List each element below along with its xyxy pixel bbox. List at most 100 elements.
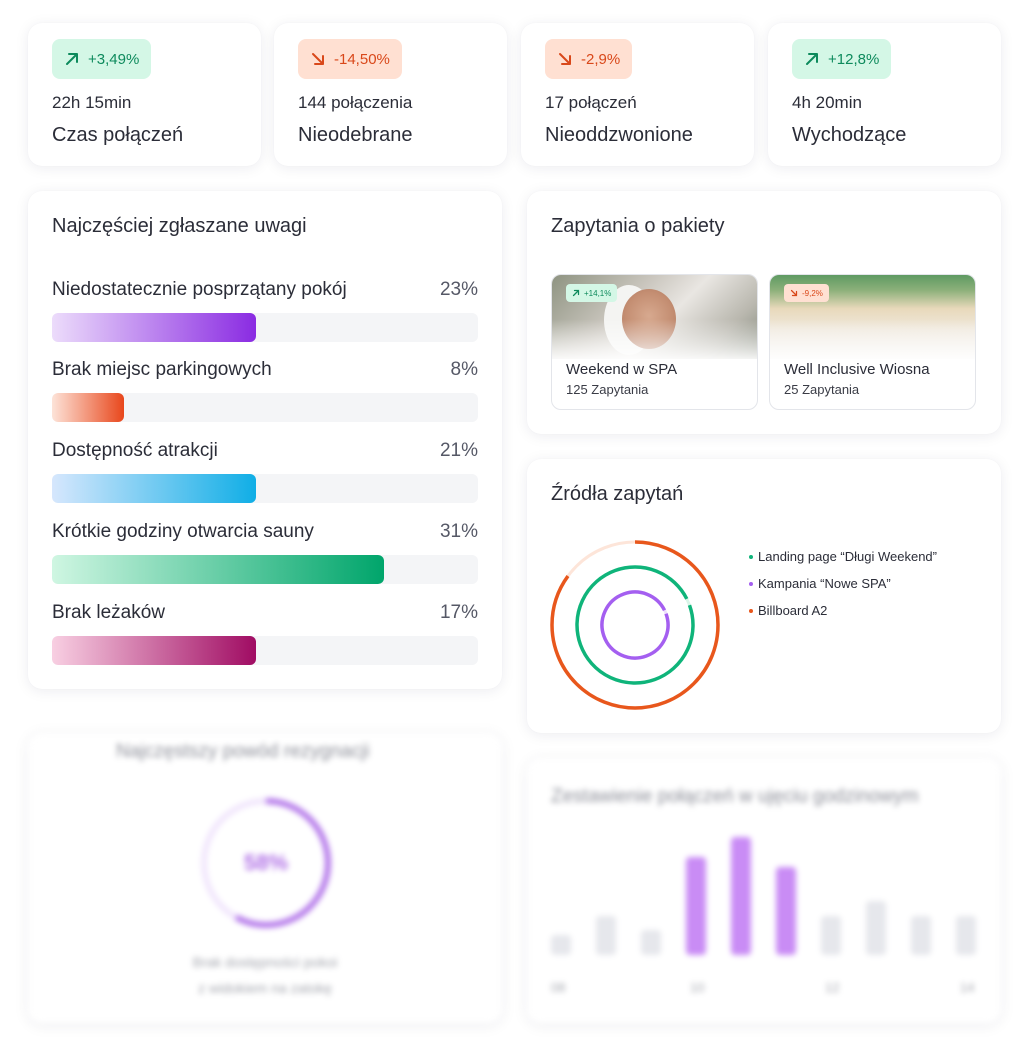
complaint-label: Brak miejsc parkingowych [52, 359, 272, 380]
tick-label: 08 [551, 980, 566, 995]
package-count: 125 Zapytania [566, 382, 649, 397]
complaint-row: Dostępność atrakcji 21% [52, 440, 478, 503]
complaint-label: Dostępność atrakcji [52, 440, 218, 461]
complaint-percent: 23% [439, 279, 478, 300]
trend-change: -14,50% [334, 50, 390, 68]
complaint-label: Brak leżaków [52, 602, 165, 623]
package-tile-spa[interactable]: +14,1% Weekend w SPA 125 Zapytania [551, 274, 758, 410]
trend-change: +14,1% [584, 288, 612, 298]
resignation-title: Najczęstszy powód rezygnacji [116, 741, 370, 762]
hour-bar [821, 915, 841, 955]
complaint-percent: 17% [439, 602, 478, 623]
legend-dot [749, 581, 753, 586]
complaint-bar-fill [52, 313, 257, 342]
hour-bar [776, 866, 796, 955]
trend-badge: +14,1% [566, 284, 618, 302]
kpi-value: 22h 15min [52, 93, 132, 112]
ring-arc [600, 590, 670, 660]
hour-bar [551, 935, 571, 955]
kpi-label: Czas połączeń [52, 124, 184, 146]
arrow-up-right-icon [806, 53, 818, 65]
trend-badge: -2,9% [545, 39, 633, 79]
kpi-card-not-called-back: -2,9% 17 połączeń Nieoddzwonione [521, 23, 754, 166]
package-tile-wiosna[interactable]: -9,2% Well Inclusive Wiosna 25 Zapytania [769, 274, 976, 410]
tick-label: 14 [960, 980, 975, 995]
resignation-card: Najczęstszy powód rezygnacji 58% Brak do… [28, 733, 502, 1023]
resignation-caption: Brak dostępności pokoi z widokiem na zat… [28, 949, 502, 1001]
package-name: Weekend w SPA [566, 361, 678, 378]
trend-change: -2,9% [581, 50, 621, 68]
trend-badge: -9,2% [784, 284, 829, 302]
caption-line: Brak dostępności pokoi [192, 954, 338, 970]
hour-bar [866, 900, 886, 955]
sources-legend: Landing page “Długi Weekend” Kampania “N… [749, 543, 937, 624]
complaint-label: Krótkie godziny otwarcia sauny [52, 521, 314, 542]
hour-bar [731, 837, 751, 955]
trend-change: -9,2% [802, 288, 823, 298]
tick-label: 10 [690, 980, 705, 995]
trend-badge: -14,50% [298, 39, 402, 79]
trend-badge: +3,49% [52, 39, 152, 79]
packages-title: Zapytania o pakiety [551, 215, 725, 237]
complaint-row: Brak leżaków 17% [52, 602, 478, 665]
resignation-ring [201, 798, 331, 928]
sources-title: Źródła zapytań [551, 483, 684, 505]
kpi-label: Nieoddzwonione [545, 124, 693, 146]
legend-item: Kampania “Nowe SPA” [749, 570, 937, 597]
arrow-down-right-icon [559, 53, 571, 65]
packages-card: Zapytania o pakiety +14,1% Weekend w SPA… [527, 191, 1001, 434]
complaint-percent: 21% [439, 440, 478, 461]
complaint-percent: 8% [450, 359, 478, 380]
hourly-title: Zestawienie połączeń w ujęciu godzinowym [551, 786, 919, 807]
package-count: 25 Zapytania [784, 382, 860, 397]
tick-label: 12 [825, 980, 840, 995]
complaint-bar-track [52, 555, 478, 584]
hour-bar [911, 915, 931, 955]
sources-ring-chart [550, 540, 720, 710]
trend-change: +3,49% [88, 50, 140, 68]
arrow-up-right-icon [572, 289, 580, 297]
hour-bar [956, 915, 976, 955]
kpi-card-outgoing: +12,8% 4h 20min Wychodzące [768, 23, 1001, 166]
complaint-bar-fill [52, 636, 257, 665]
complaints-title: Najczęściej zgłaszane uwagi [52, 215, 307, 237]
kpi-label: Nieodebrane [298, 124, 413, 146]
complaint-row: Brak miejsc parkingowych 8% [52, 359, 478, 422]
complaint-bar-track [52, 636, 478, 665]
complaint-bar-track [52, 393, 478, 422]
hourly-calls-card: Zestawienie połączeń w ujęciu godzinowym… [527, 758, 1001, 1023]
sources-card: Źródła zapytań Landing page “Długi Weeke… [527, 459, 1001, 733]
legend-label: Kampania “Nowe SPA” [758, 576, 891, 591]
legend-item: Landing page “Długi Weekend” [749, 543, 937, 570]
kpi-value: 4h 20min [792, 93, 862, 112]
trend-change: +12,8% [828, 50, 880, 68]
kpi-value: 144 połączenia [298, 93, 413, 112]
ring-arc [201, 798, 331, 928]
complaint-bar-fill [52, 474, 257, 503]
kpi-card-missed: -14,50% 144 połączenia Nieodebrane [274, 23, 507, 166]
resignation-percent: 58% [243, 850, 289, 875]
complaint-label: Niedostatecznie posprzątany pokój [52, 279, 347, 300]
kpi-label: Wychodzące [792, 124, 907, 146]
legend-label: Landing page “Długi Weekend” [758, 549, 937, 564]
package-name: Well Inclusive Wiosna [784, 361, 930, 378]
complaint-percent: 31% [439, 521, 478, 542]
caption-line: z widokiem na zatokę [198, 980, 332, 996]
arrow-up-right-icon [66, 53, 78, 65]
complaint-bar-track [52, 474, 478, 503]
ring-arc [575, 565, 695, 685]
hour-bar [641, 930, 661, 955]
legend-label: Billboard A2 [758, 603, 828, 618]
arrow-down-right-icon [790, 289, 798, 297]
arrow-down-right-icon [312, 53, 324, 65]
ring-arc [550, 540, 720, 710]
complaint-row: Niedostatecznie posprzątany pokój 23% [52, 279, 478, 342]
complaint-bar-fill [52, 393, 125, 422]
kpi-value: 17 połączeń [545, 93, 637, 112]
complaint-row: Krótkie godziny otwarcia sauny 31% [52, 521, 478, 584]
trend-badge: +12,8% [792, 39, 892, 79]
hour-bar [596, 915, 616, 955]
complaints-card: Najczęściej zgłaszane uwagi Niedostatecz… [28, 191, 502, 689]
kpi-card-call-time: +3,49% 22h 15min Czas połączeń [28, 23, 261, 166]
legend-dot [749, 554, 753, 559]
